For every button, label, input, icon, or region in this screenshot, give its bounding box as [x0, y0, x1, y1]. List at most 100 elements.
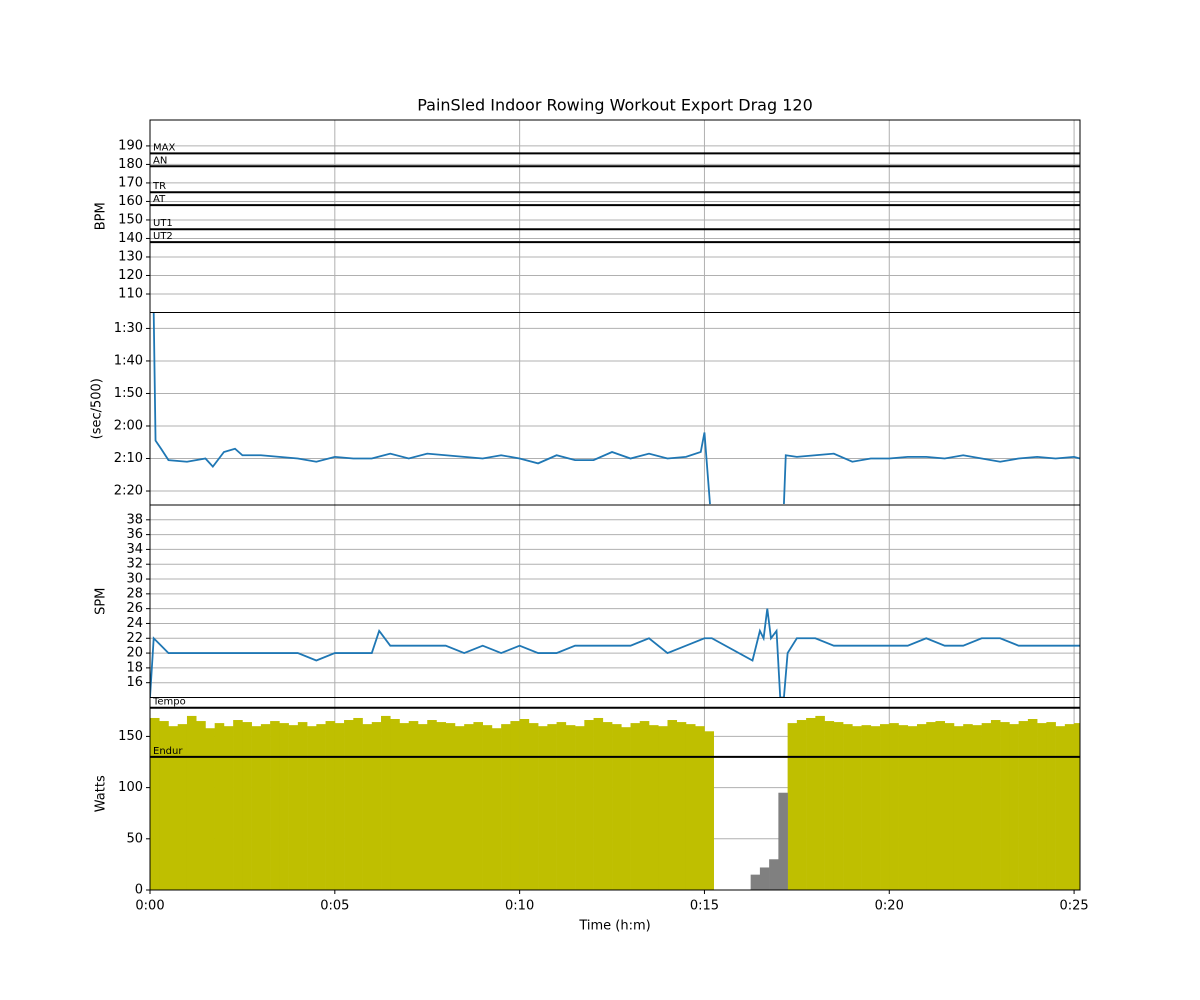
bar	[852, 726, 862, 890]
bar	[889, 723, 899, 890]
y-tick-label: 20	[126, 646, 143, 661]
y-tick-label: 2:00	[114, 418, 143, 433]
y-axis-label: BPM	[94, 202, 109, 230]
y-tick-label: 32	[126, 557, 143, 572]
bar	[482, 725, 493, 890]
bar	[963, 724, 973, 890]
bar	[223, 726, 234, 890]
bar	[935, 721, 946, 890]
y-tick-label: 0	[135, 883, 143, 898]
bar	[538, 726, 548, 890]
bar	[260, 724, 271, 890]
bar	[667, 720, 678, 890]
reference-label: AT	[153, 194, 166, 205]
bar	[150, 717, 160, 890]
bar	[390, 719, 400, 890]
y-tick-label: 150	[118, 212, 143, 227]
bar	[612, 724, 622, 890]
bar	[371, 722, 382, 890]
bar	[270, 721, 280, 890]
bar	[177, 724, 188, 890]
x-tick-label: 0:20	[875, 899, 904, 914]
y-tick-label: 22	[126, 631, 143, 646]
line	[152, 312, 1080, 505]
bar	[833, 722, 844, 890]
bar	[501, 724, 511, 890]
y-tick-label: 34	[126, 542, 143, 557]
bar	[325, 721, 336, 890]
bar	[454, 726, 465, 890]
bar	[1027, 719, 1038, 890]
bar	[334, 723, 345, 890]
y-tick-label: 1:40	[114, 353, 143, 368]
bar	[759, 867, 770, 890]
y-tick-label: 26	[126, 601, 143, 616]
x-tick-label: 0:00	[135, 899, 164, 914]
y-tick-label: 1:50	[114, 386, 143, 401]
bar	[861, 725, 872, 890]
bar	[279, 723, 289, 890]
bar	[926, 722, 936, 890]
panel	[150, 697, 1080, 890]
y-tick-label: 1:30	[114, 321, 143, 336]
reference-label: Endur	[153, 746, 183, 757]
bar	[510, 721, 520, 890]
x-tick-label: 0:10	[505, 899, 534, 914]
bar	[251, 726, 262, 890]
bar	[205, 728, 215, 890]
reference-label: AN	[153, 155, 167, 166]
y-tick-label: 180	[118, 157, 143, 172]
bar	[815, 715, 825, 890]
bar	[944, 723, 955, 890]
bar	[750, 874, 761, 890]
bar	[528, 723, 539, 890]
bar	[242, 722, 252, 890]
bar	[870, 726, 881, 890]
y-tick-label: 160	[118, 194, 143, 209]
axes-frame	[149, 697, 1081, 891]
reference-label: MAX	[153, 142, 175, 153]
bar	[704, 731, 714, 890]
bar	[806, 717, 816, 890]
bar	[399, 723, 410, 890]
bar	[519, 719, 530, 890]
bar	[381, 715, 391, 890]
bar	[1000, 722, 1010, 890]
bar	[898, 725, 909, 890]
y-tick-label: 100	[118, 780, 143, 795]
x-tick-label: 0:05	[320, 899, 349, 914]
chart-title: PainSled Indoor Rowing Workout Export Dr…	[417, 96, 813, 115]
bar	[1064, 724, 1075, 890]
bar	[630, 723, 641, 890]
bar	[916, 724, 927, 890]
bar	[159, 721, 169, 890]
bar	[307, 726, 317, 890]
bar	[575, 726, 585, 890]
y-tick-label: 2:10	[114, 451, 143, 466]
bar	[695, 726, 705, 890]
bar	[778, 792, 788, 890]
bar	[556, 722, 567, 890]
reference-label: Tempo	[152, 697, 186, 708]
bar	[880, 724, 890, 890]
bar	[769, 859, 779, 890]
bar	[639, 721, 650, 890]
bar	[907, 726, 918, 890]
bar	[990, 720, 1001, 890]
bar	[464, 724, 474, 890]
x-tick-label: 0:15	[690, 899, 719, 914]
bar	[491, 728, 502, 890]
bar	[353, 717, 363, 890]
y-tick-label: 36	[126, 527, 143, 542]
reference-label: UT2	[153, 231, 173, 242]
y-tick-label: 2:20	[114, 484, 143, 499]
bar	[593, 717, 604, 890]
bar	[316, 724, 326, 890]
bar	[981, 723, 992, 890]
y-axis-label: Watts	[94, 775, 109, 812]
y-tick-label: 16	[126, 675, 143, 690]
bar	[1055, 726, 1066, 890]
reference-label: TR	[152, 181, 166, 192]
bar	[796, 720, 807, 890]
bar	[417, 724, 428, 890]
